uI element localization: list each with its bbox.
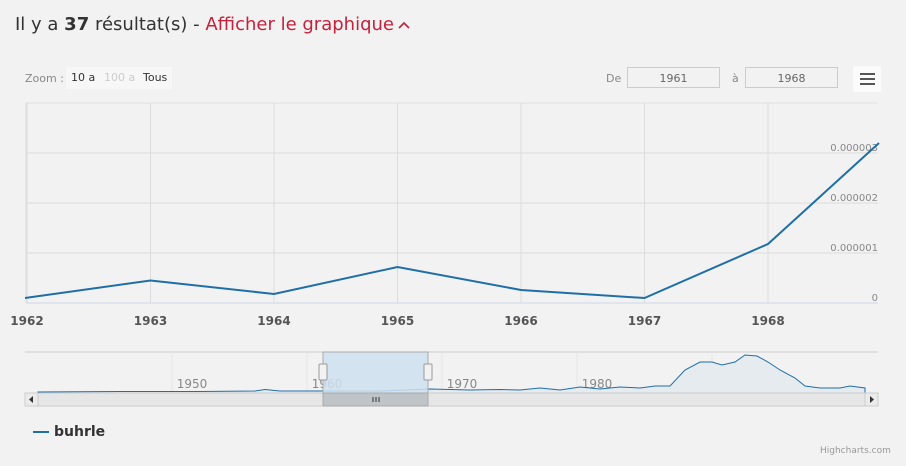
hamburger-menu-icon bbox=[860, 73, 875, 75]
navigator-handle-right[interactable] bbox=[423, 363, 433, 381]
series-line-buhrle bbox=[24, 142, 880, 300]
chevron-up-icon bbox=[398, 21, 410, 29]
x-tick-label: 1967 bbox=[628, 314, 661, 328]
navigator: 19501960197019801990 bbox=[24, 351, 879, 407]
show-chart-toggle[interactable]: Afficher le graphique bbox=[205, 14, 410, 35]
legend-label: buhrle bbox=[54, 424, 106, 440]
show-chart-label: Afficher le graphique bbox=[205, 14, 394, 35]
chart-grid bbox=[25, 102, 878, 304]
arrow-left-icon bbox=[29, 396, 33, 403]
y-tick-label: 0.000002 bbox=[830, 193, 878, 204]
range-from-input[interactable]: 1961 bbox=[627, 67, 720, 88]
y-tick-label: 0.000001 bbox=[830, 243, 878, 254]
y-axis-ticks: 0 0.000001 0.000002 0.000003 bbox=[830, 143, 878, 304]
navigator-area bbox=[37, 354, 866, 394]
x-axis-ticks: 1962 1963 1964 1965 1966 1967 1968 bbox=[10, 314, 784, 328]
x-tick-label: 1964 bbox=[257, 314, 290, 328]
legend-item-buhrle[interactable]: buhrle bbox=[33, 424, 105, 440]
navigator-tick-label: 1970 bbox=[447, 377, 478, 391]
result-prefix: Il y a bbox=[15, 14, 59, 35]
range-to-label: à bbox=[732, 72, 739, 85]
navigator-selection bbox=[322, 351, 429, 394]
y-tick-label: 0 bbox=[872, 293, 878, 304]
x-tick-label: 1962 bbox=[10, 314, 43, 328]
result-suffix: résultat(s) - bbox=[94, 14, 200, 35]
credits-link[interactable]: Highcharts.com bbox=[820, 446, 891, 456]
navigator-tick-label: 1950 bbox=[177, 377, 208, 391]
x-tick-label: 1968 bbox=[751, 314, 784, 328]
zoom-label: Zoom : bbox=[25, 72, 64, 85]
y-tick-label: 0.000003 bbox=[830, 143, 878, 154]
zoom-all-button[interactable]: Tous bbox=[138, 67, 173, 89]
range-from-label: De bbox=[606, 72, 622, 85]
x-tick-label: 1965 bbox=[381, 314, 414, 328]
zoom-10-years-button[interactable]: 10 a bbox=[66, 67, 101, 89]
result-count: 37 bbox=[64, 14, 90, 35]
zoom-100-years-button[interactable]: 100 a bbox=[99, 67, 141, 89]
result-summary: Il y a 37 résultat(s) - Afficher le grap… bbox=[15, 14, 410, 35]
scrollbar-track[interactable] bbox=[24, 392, 879, 407]
navigator-handle-left[interactable] bbox=[318, 363, 328, 381]
arrow-right-icon bbox=[870, 396, 874, 403]
x-tick-label: 1963 bbox=[134, 314, 167, 328]
range-to-input[interactable]: 1968 bbox=[745, 67, 838, 88]
x-tick-label: 1966 bbox=[504, 314, 537, 328]
legend-swatch bbox=[33, 431, 49, 433]
chart-menu-button[interactable] bbox=[853, 66, 881, 92]
scrollbar-grip-icon bbox=[372, 397, 380, 402]
